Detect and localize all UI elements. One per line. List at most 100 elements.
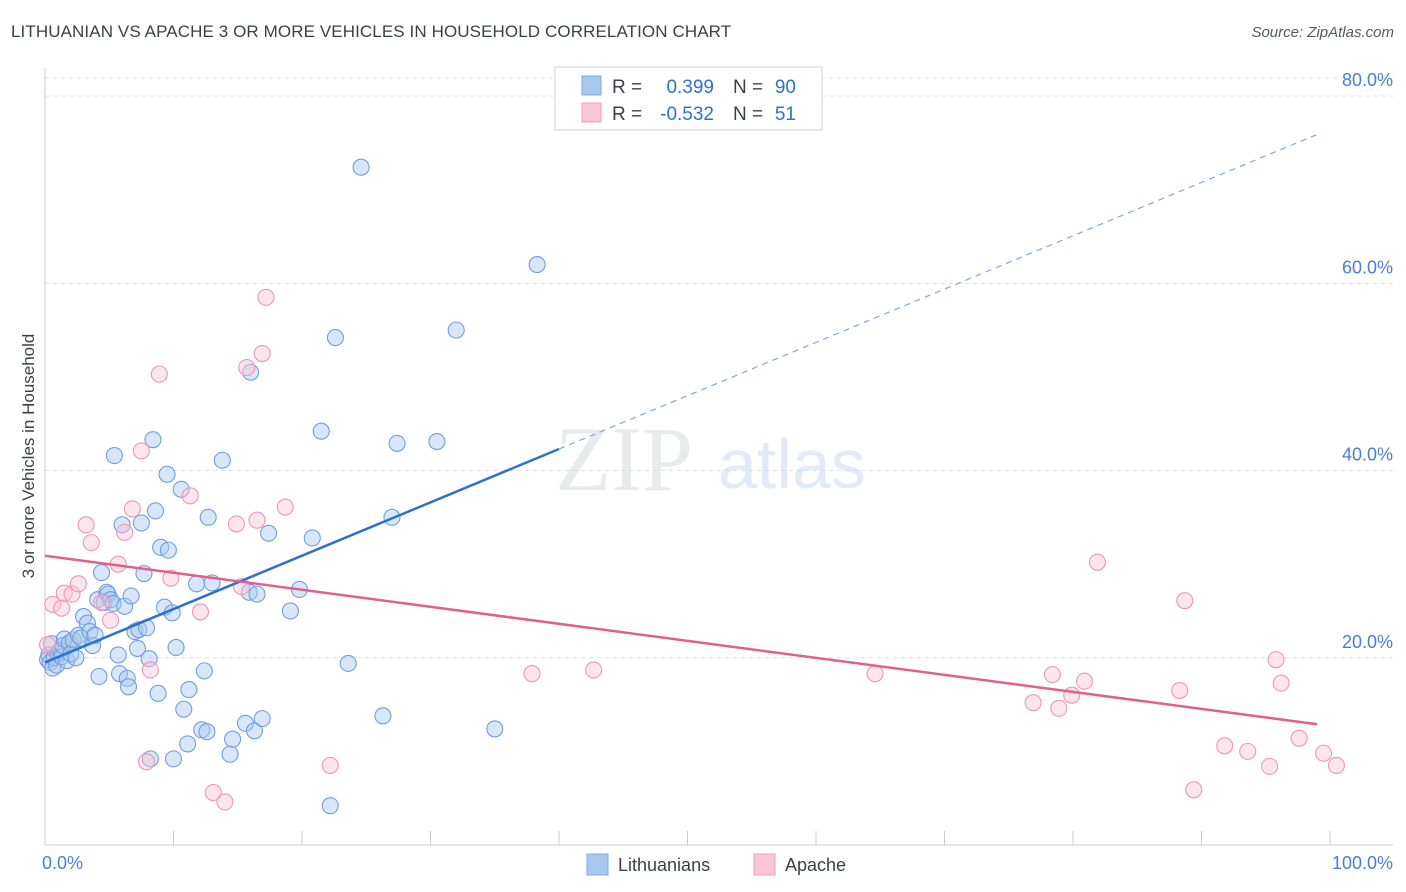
- lithuanians-point: [253, 710, 271, 728]
- watermark: ZIP atlas: [555, 408, 866, 510]
- apache-point: [150, 365, 168, 383]
- apache-point: [248, 511, 266, 529]
- lithuanians-point: [198, 723, 216, 741]
- series-legend-label-lithuanians: Lithuanians: [618, 855, 710, 875]
- lithuanians-point: [149, 684, 167, 702]
- lithuanians-point: [109, 646, 127, 664]
- lithuanians-point: [221, 745, 239, 763]
- stats-legend-r-label-1: R =: [612, 77, 642, 98]
- apache-point: [137, 753, 156, 771]
- lithuanians-point: [119, 678, 138, 696]
- lithuanians-point: [224, 730, 242, 748]
- apache-point: [92, 593, 111, 612]
- stats-legend-n-value-1: 90: [775, 77, 796, 98]
- apache-point: [1088, 553, 1106, 571]
- y-tick-label: 40.0%: [1342, 445, 1393, 465]
- apache-point: [44, 595, 62, 613]
- trend-lines: [44, 133, 1318, 726]
- lithuanians-point: [326, 329, 344, 347]
- lithuanians-point: [260, 524, 278, 542]
- lithuanians-trend-line: [44, 447, 560, 664]
- lithuanians-point: [199, 508, 217, 526]
- apache-point: [1171, 681, 1189, 700]
- lithuanians-point: [90, 667, 108, 686]
- apache-point: [238, 359, 256, 377]
- stats-legend-n-label-2: N =: [733, 104, 763, 125]
- lithuanians-point: [132, 514, 150, 532]
- apache-point: [77, 516, 95, 534]
- apache-point: [1185, 781, 1203, 799]
- y-tick-label: 60.0%: [1342, 257, 1393, 277]
- apache-point: [1315, 744, 1333, 762]
- lithuanians-point: [188, 575, 206, 593]
- watermark-zip: ZIP: [555, 408, 693, 510]
- lithuanians-point: [339, 654, 357, 672]
- apache-point: [116, 523, 134, 541]
- lithuanians-point: [352, 158, 370, 176]
- apache-point: [63, 585, 81, 603]
- lithuanians-point: [528, 256, 546, 274]
- apache-point: [523, 665, 541, 683]
- stats-legend-n-label-1: N =: [733, 77, 763, 98]
- y-tick-label: 80.0%: [1342, 70, 1393, 90]
- lithuanians-point: [105, 447, 123, 465]
- lithuanians-point: [321, 797, 339, 815]
- lithuanians-point: [245, 722, 264, 740]
- apache-point: [1290, 729, 1308, 747]
- apache-point: [1267, 651, 1285, 669]
- apache-point: [1261, 757, 1279, 775]
- apache-point: [39, 636, 57, 654]
- lithuanians-point: [167, 638, 185, 657]
- data-points: [39, 158, 1345, 815]
- lithuanians-point: [144, 431, 162, 449]
- apache-point: [1239, 742, 1257, 760]
- lithuanians-point: [128, 639, 147, 657]
- lithuanians-point: [172, 480, 190, 498]
- lithuanians-point: [388, 434, 406, 452]
- stats-legend-r-label-2: R =: [612, 104, 642, 125]
- apache-point: [227, 515, 246, 533]
- apache-point: [141, 661, 159, 679]
- apache-point: [1216, 737, 1234, 755]
- lithuanians-point: [374, 707, 392, 725]
- y-axis-tick-labels: 20.0% 40.0% 60.0% 80.0%: [1342, 70, 1393, 652]
- lithuanians-point: [428, 432, 446, 451]
- apache-point: [191, 603, 210, 621]
- apache-point: [82, 534, 100, 552]
- apache-point: [321, 756, 339, 774]
- axes: [44, 68, 1393, 846]
- chart-source: Source: ZipAtlas.com: [1251, 24, 1394, 41]
- apache-point: [1176, 592, 1194, 610]
- stats-legend: R = 0.399 N = 90 R = -0.532 N = 51: [554, 66, 823, 131]
- apache-point: [132, 442, 150, 460]
- y-axis-title: 3 or more Vehicles in Household: [19, 334, 38, 579]
- apache-point: [257, 288, 275, 306]
- apache-point: [866, 665, 884, 683]
- apache-point: [1327, 756, 1345, 774]
- apache-point: [276, 498, 294, 516]
- lithuanians-trend-extension: [558, 133, 1318, 450]
- apache-point: [1050, 699, 1068, 717]
- lithuanians-point: [175, 700, 193, 718]
- apache-trend-line: [44, 554, 1318, 726]
- lithuanians-point: [303, 529, 321, 547]
- watermark-atlas: atlas: [718, 425, 866, 503]
- stats-legend-r-value-1: 0.399: [666, 77, 714, 98]
- stats-legend-n-value-2: 51: [775, 104, 796, 125]
- apache-point: [1076, 672, 1094, 690]
- apache-point: [53, 599, 71, 617]
- apache-point: [204, 784, 222, 802]
- x-axis-ticks: [44, 831, 1331, 845]
- lithuanians-point: [486, 720, 504, 738]
- apache-point: [585, 661, 603, 679]
- x-tick-label-min: 0.0%: [42, 853, 83, 873]
- lithuanians-point: [195, 662, 213, 680]
- stats-legend-swatch-apache: [581, 102, 602, 123]
- lithuanians-point: [447, 321, 465, 339]
- lithuanians-point: [180, 681, 198, 699]
- series-legend-label-apache: Apache: [785, 855, 846, 875]
- apache-point: [1063, 686, 1081, 704]
- lithuanians-point: [179, 735, 197, 753]
- series-legend: Lithuanians Apache: [586, 853, 846, 876]
- lithuanians-point: [213, 451, 231, 469]
